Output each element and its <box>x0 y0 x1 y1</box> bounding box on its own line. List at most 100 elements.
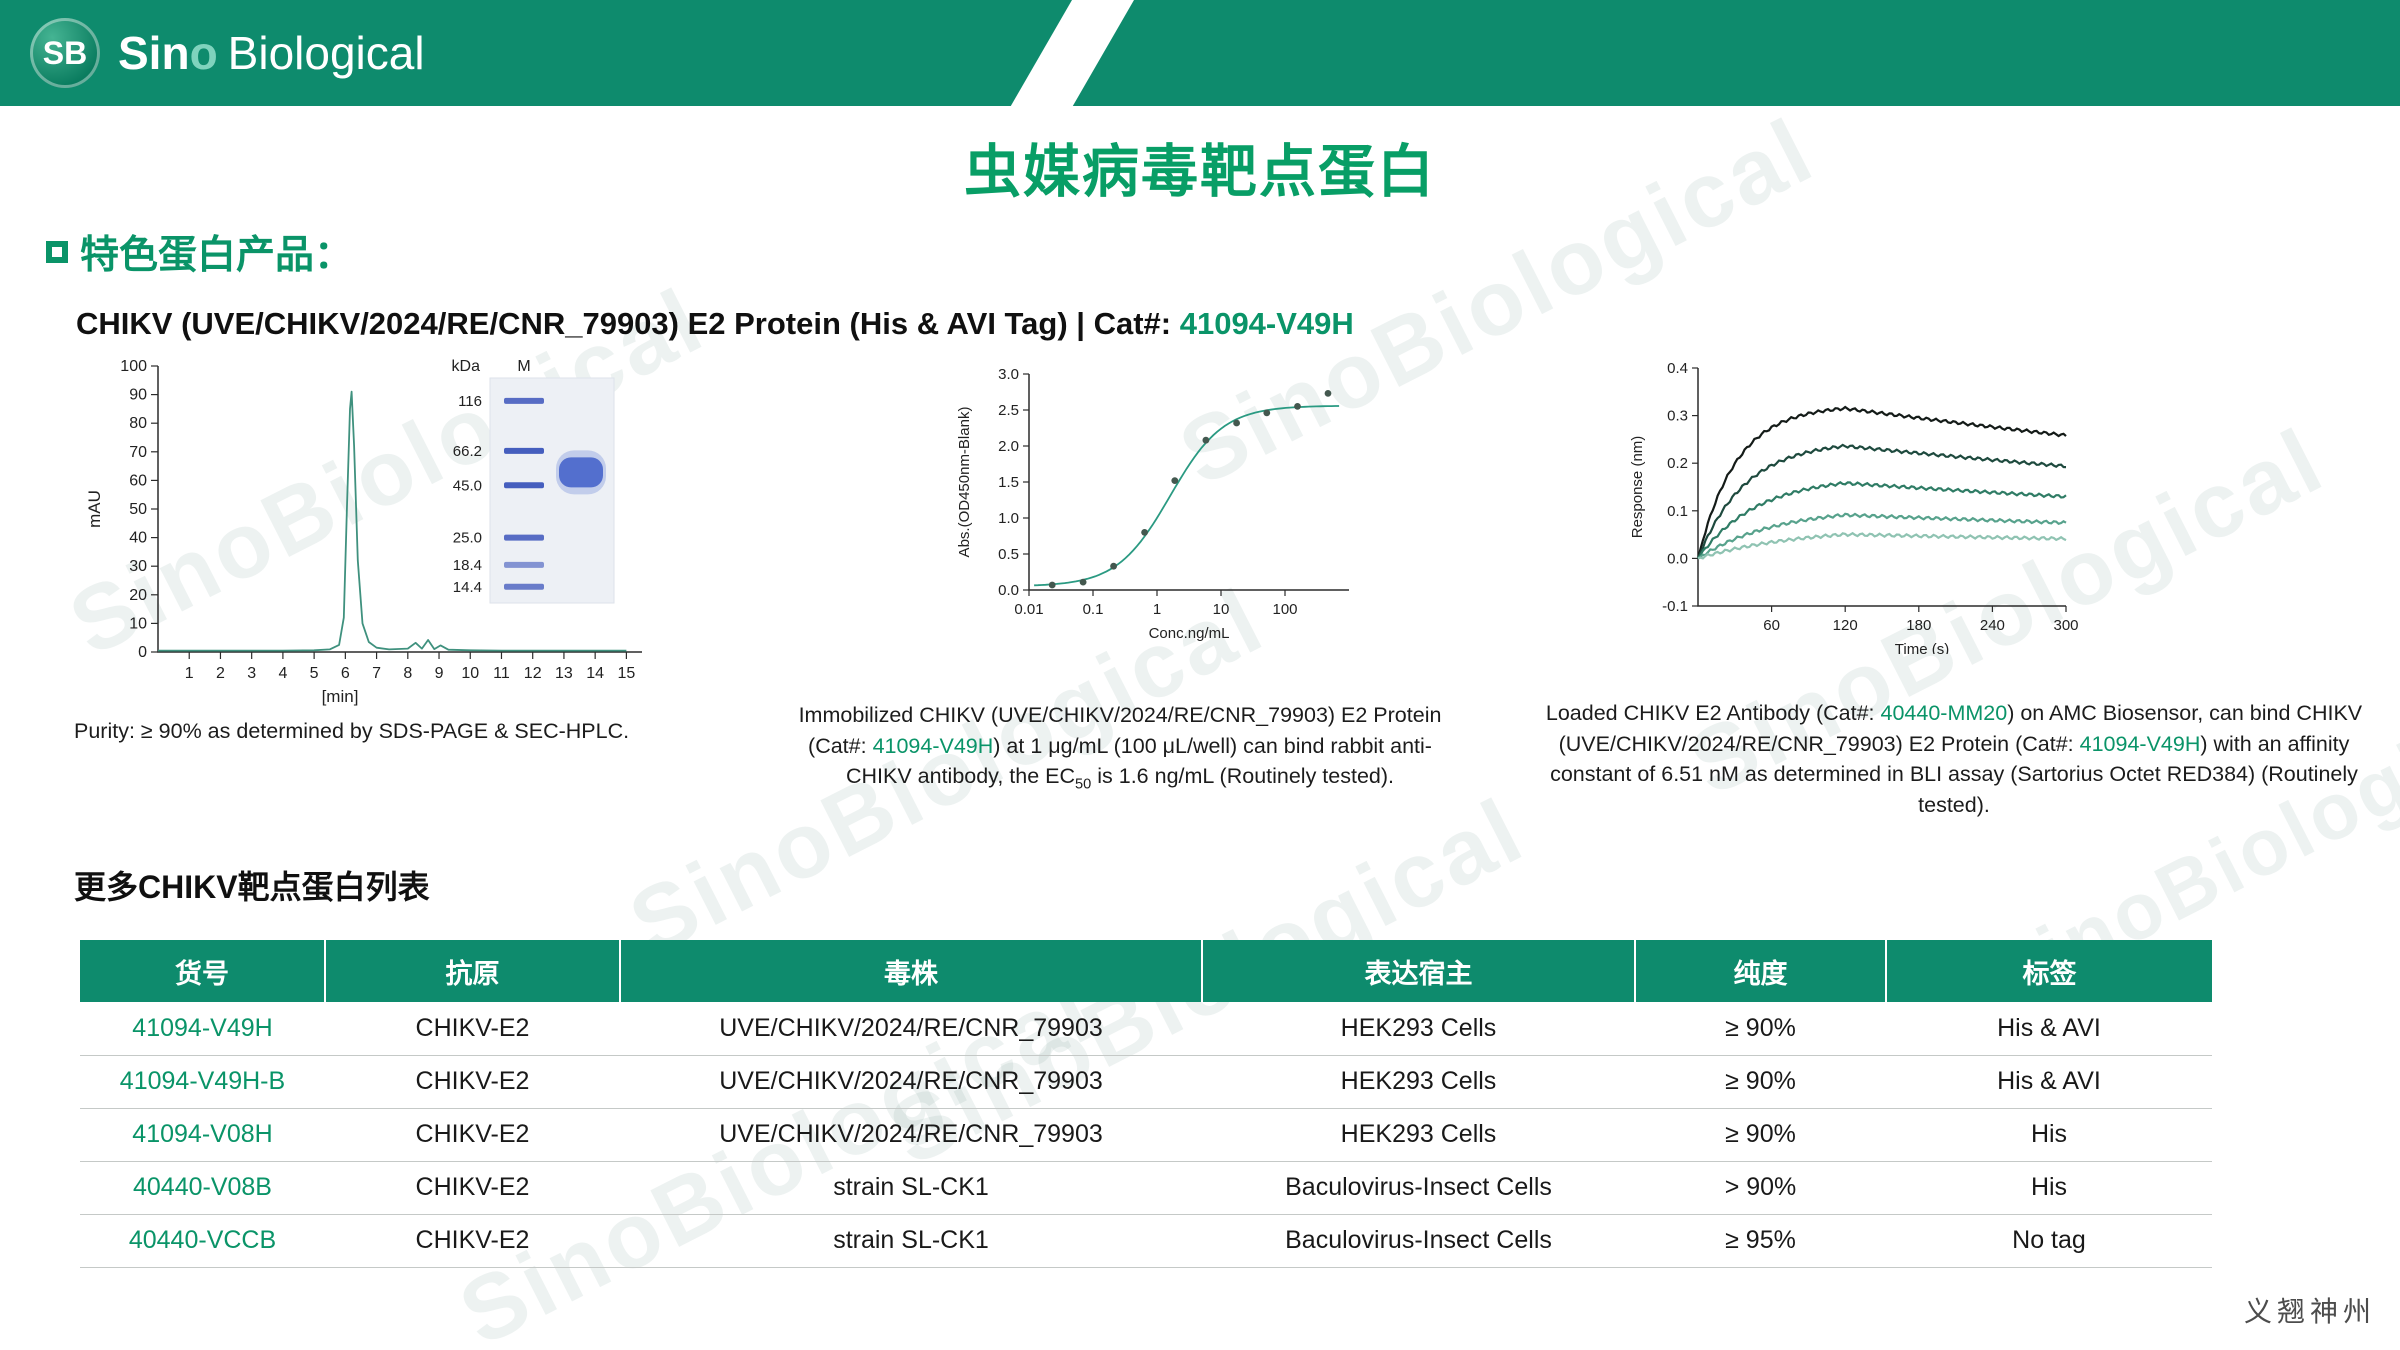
svg-text:[min]: [min] <box>322 687 359 706</box>
cat-number-link[interactable]: 40440-V08B <box>80 1161 325 1215</box>
bli-sensorgram-chart: -0.1 0.0 0.1 0.2 0.3 0.4 60 120 180 240 300 Respons… <box>1629 360 2079 654</box>
svg-text:1: 1 <box>185 665 194 682</box>
text-segment: is 1.6 ng/mL (Routinely tested). <box>1091 764 1395 789</box>
svg-text:2.5: 2.5 <box>998 402 1019 419</box>
table-cell: ≥ 95% <box>1635 1214 1886 1268</box>
protein-table-head-row: 货号 抗原 毒株 表达宿主 纯度 标签 <box>80 940 2212 1002</box>
svg-text:4: 4 <box>278 665 287 682</box>
svg-text:0.0: 0.0 <box>1667 550 1688 567</box>
svg-text:100: 100 <box>1272 601 1297 618</box>
logo-text-o: o <box>189 27 218 79</box>
cat-number-link[interactable]: 41094-V49H <box>80 1002 325 1056</box>
svg-text:40: 40 <box>129 530 147 547</box>
table-row: 40440-V08B CHIKV-E2 strain SL-CK1 Baculovir… <box>80 1161 2212 1215</box>
svg-text:1.5: 1.5 <box>998 474 1019 491</box>
table-cell: ≥ 90% <box>1635 1055 1886 1109</box>
table-row: 40440-VCCB CHIKV-E2 strain SL-CK1 Baculovir… <box>80 1214 2212 1268</box>
svg-text:100: 100 <box>120 358 147 375</box>
svg-text:9: 9 <box>435 665 444 682</box>
svg-text:0: 0 <box>138 644 147 661</box>
logo-text-biological: Biological <box>227 27 425 79</box>
table-cell: Baculovirus-Insect Cells <box>1202 1161 1635 1215</box>
table-cell: HEK293 Cells <box>1202 1108 1635 1162</box>
svg-text:7: 7 <box>372 665 381 682</box>
svg-text:45.0: 45.0 <box>453 477 482 494</box>
table-row: 41094-V08H CHIKV-E2 UVE/CHIKV/2024/RE/CNR_… <box>80 1108 2212 1162</box>
svg-text:0.2: 0.2 <box>1667 455 1688 472</box>
table-cell: Baculovirus-Insect Cells <box>1202 1214 1635 1268</box>
footer-brand-text: 义翘神州 <box>2244 1296 2377 1327</box>
table-cell: His & AVI <box>1886 1002 2212 1056</box>
cat-number-link[interactable]: 41094-V49H <box>2079 731 2201 756</box>
table-cell: ≥ 90% <box>1635 1108 1886 1162</box>
svg-text:30: 30 <box>129 558 147 575</box>
column-header: 货号 <box>80 940 326 1002</box>
svg-text:M: M <box>517 358 530 375</box>
text-segment: Immobilized CHIKV (UVE/CHIKV/2024/RE/CNR… <box>798 703 1442 758</box>
svg-text:116: 116 <box>458 393 482 410</box>
table-cell: UVE/CHIKV/2024/RE/CNR_79903 <box>620 1002 1202 1056</box>
svg-text:2.0: 2.0 <box>998 438 1019 455</box>
protein-table: 货号 抗原 毒株 表达宿主 纯度 标签 41094-V49H CHIKV-E2 UVE/CHI… <box>80 940 2212 1268</box>
table-cell: No tag <box>1886 1214 2212 1268</box>
table-cell: ≥ 90% <box>1635 1002 1886 1056</box>
table-cell: CHIKV-E2 <box>325 1002 620 1056</box>
bli-caption: Loaded CHIKV E2 Antibody (Cat#: 40440-MM… <box>1516 698 2392 820</box>
table-cell: His <box>1886 1161 2212 1215</box>
svg-text:8: 8 <box>403 665 412 682</box>
protein-table-body: 41094-V49H CHIKV-E2 UVE/CHIKV/2024/RE/CNR_… <box>80 1002 2212 1268</box>
svg-text:14: 14 <box>586 665 604 682</box>
svg-text:13: 13 <box>555 665 573 682</box>
table-cell: HEK293 Cells <box>1202 1002 1635 1056</box>
cat-number-link[interactable]: 41094-V49H <box>1179 306 1354 341</box>
svg-text:10: 10 <box>1213 601 1230 618</box>
svg-text:0.5: 0.5 <box>998 546 1019 563</box>
text-segment: ) with an affinity constant of 6.51 nM a… <box>1550 731 2358 817</box>
hplc-caption: Purity: ≥ 90% as determined by SDS-PAGE … <box>74 719 630 743</box>
svg-text:3: 3 <box>247 665 256 682</box>
text-segment: CHIKV (UVE/CHIKV/2024/RE/CNR_79903) E2 P… <box>76 306 1180 341</box>
cat-number-link[interactable]: 41094-V08H <box>80 1108 325 1162</box>
table-cell: His <box>1886 1108 2212 1162</box>
cat-number-link[interactable]: 40440-VCCB <box>80 1214 325 1268</box>
svg-text:15: 15 <box>617 665 635 682</box>
svg-text:70: 70 <box>129 444 147 461</box>
table-row: 41094-V49H-B CHIKV-E2 UVE/CHIKV/2024/RE/CN… <box>80 1055 2212 1109</box>
svg-text:Time (s): Time (s) <box>1895 641 1949 654</box>
svg-text:kDa: kDa <box>452 358 481 375</box>
svg-text:5: 5 <box>310 665 319 682</box>
section-more-list-title: 更多CHIKV靶点蛋白列表 <box>74 869 430 905</box>
table-cell: strain SL-CK1 <box>620 1161 1202 1215</box>
svg-text:14.4: 14.4 <box>453 579 482 596</box>
cat-number-link[interactable]: 40440-MM20 <box>1880 701 2008 725</box>
svg-text:25.0: 25.0 <box>453 530 482 547</box>
svg-text:120: 120 <box>1833 617 1858 634</box>
elisa-binding-chart: 0.0 0.5 1.0 1.5 2.0 2.5 3.0 0.01 0.1 1 10 100 Abs.(O… <box>956 366 1349 642</box>
table-cell: CHIKV-E2 <box>325 1108 620 1162</box>
svg-text:0.1: 0.1 <box>1083 601 1104 618</box>
svg-text:1.0: 1.0 <box>998 510 1019 527</box>
column-header: 纯度 <box>1635 940 1887 1002</box>
logo-text-sin: Sin <box>118 27 190 79</box>
section-featured-products: 特色蛋白产品： <box>46 224 353 280</box>
text-segment: ) on AMC Biosensor, can bind CHIKV (UVE/… <box>1558 701 2363 756</box>
svg-text:Response (nm): Response (nm) <box>1629 436 1646 539</box>
svg-text:66.2: 66.2 <box>453 443 482 460</box>
svg-text:2: 2 <box>216 665 225 682</box>
svg-text:10: 10 <box>461 665 479 682</box>
svg-text:0.0: 0.0 <box>998 582 1019 599</box>
svg-text:0.01: 0.01 <box>1014 601 1043 618</box>
table-cell: UVE/CHIKV/2024/RE/CNR_79903 <box>620 1055 1202 1109</box>
svg-text:0.3: 0.3 <box>1667 408 1688 425</box>
svg-text:Conc.ng/mL: Conc.ng/mL <box>1149 625 1230 642</box>
cat-number-link[interactable]: 41094-V49H <box>872 733 994 758</box>
table-cell: UVE/CHIKV/2024/RE/CNR_79903 <box>620 1108 1202 1162</box>
app-header: SB Sino Biological <box>0 0 2400 106</box>
column-header: 抗原 <box>325 940 621 1002</box>
svg-text:240: 240 <box>1980 617 2005 634</box>
cat-number-link[interactable]: 41094-V49H-B <box>80 1055 325 1109</box>
svg-text:180: 180 <box>1906 617 1931 634</box>
text-segment: Loaded CHIKV E2 Antibody (Cat#: <box>1545 701 1881 725</box>
svg-text:300: 300 <box>2053 617 2078 634</box>
